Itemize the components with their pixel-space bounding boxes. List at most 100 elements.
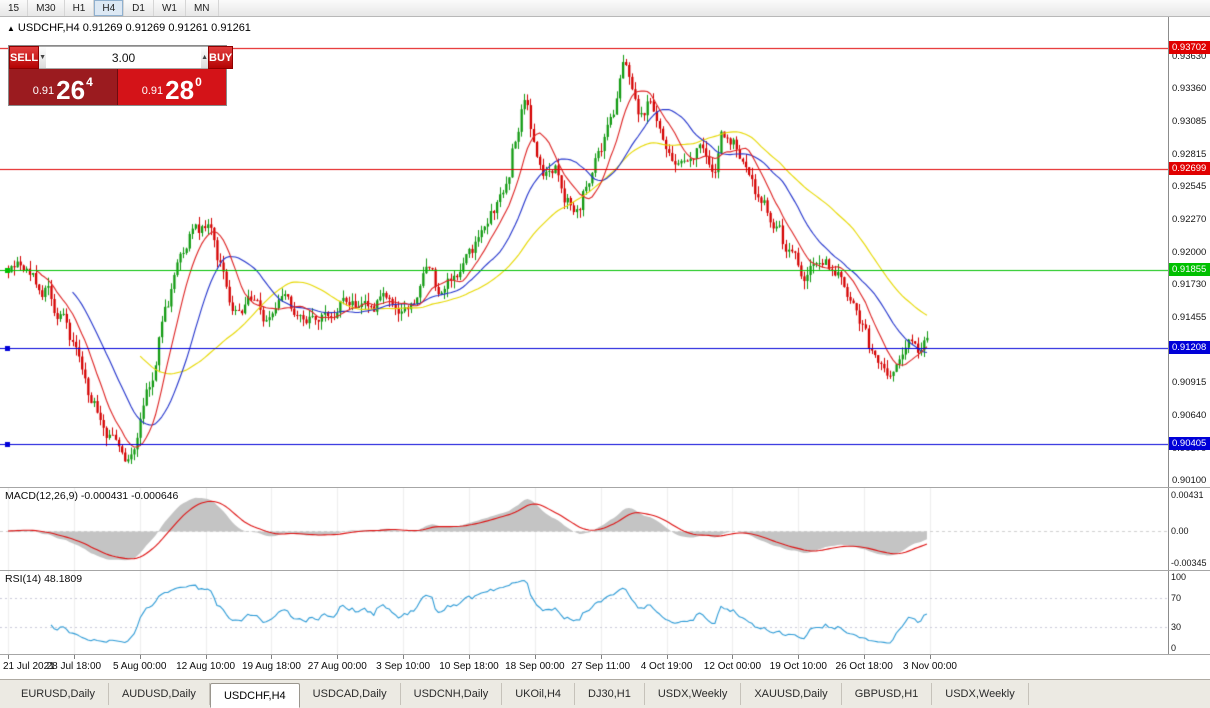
ask-big-digits: 28 <box>165 75 195 105</box>
time-axis-label: 12 Aug 10:00 <box>176 661 236 672</box>
time-axis-label: 12 Oct 00:00 <box>703 661 762 672</box>
chart-tab-ukoil-h4[interactable]: UKOil,H4 <box>502 683 576 705</box>
price-level-badge: 0.90405 <box>1169 437 1210 451</box>
time-axis-tick <box>74 655 75 659</box>
time-axis-label: 21 Jul 2021 <box>3 661 55 672</box>
chart-tab-bar: EURUSD,Daily AUDUSD,Daily USDCHF,H4 USDCAD,… <box>0 679 1210 708</box>
chart-tab-xauusd-daily[interactable]: XAUUSD,Daily <box>741 683 842 705</box>
buy-button[interactable]: BUY <box>208 46 234 69</box>
timeframe-button-15[interactable]: 15 <box>0 0 29 16</box>
bid-prefix: 0.91 <box>32 85 55 97</box>
chart-tab-usdcad-daily[interactable]: USDCAD,Daily <box>300 683 401 705</box>
time-axis-label: 27 Sep 11:00 <box>571 661 631 672</box>
symbol-arrow-icon: ▲ <box>7 24 15 33</box>
time-axis-tick <box>667 655 668 659</box>
time-axis-tick <box>601 655 602 659</box>
lot-increase-button[interactable]: ▲ <box>201 46 208 69</box>
time-axis-label: 28 Jul 18:00 <box>46 661 102 672</box>
price-axis-tick: 0.93085 <box>1172 116 1207 128</box>
time-axis-tick <box>732 655 733 659</box>
time-axis-label: 18 Sep 00:00 <box>505 661 565 672</box>
timeframe-button-h4[interactable]: H4 <box>94 0 125 16</box>
ask-pip-digit: 0 <box>195 75 202 89</box>
trade-controls-row: SELL ▼ ▲ BUY <box>9 46 234 69</box>
chart-tab-usdx-weekly[interactable]: USDX,Weekly <box>932 683 1029 705</box>
price-axis-tick: 0.92815 <box>1172 148 1207 160</box>
rsi-axis-tick: 0 <box>1171 643 1177 653</box>
time-axis-tick <box>930 655 931 659</box>
macd-axis-tick: -0.00345 <box>1171 558 1207 569</box>
bid-pip-digit: 4 <box>86 75 93 89</box>
rsi-indicator-label: RSI(14) 48.1809 <box>5 573 83 585</box>
lot-decrease-button[interactable]: ▼ <box>39 46 47 69</box>
rsi-axis-tick: 30 <box>1171 622 1182 633</box>
chart-title: ▲ USDCHF,H4 0.91269 0.91269 0.91261 0.912… <box>7 22 251 34</box>
panel-separator <box>0 487 1210 488</box>
time-axis-label: 19 Oct 10:00 <box>769 661 827 672</box>
price-axis-tick: 0.92000 <box>1172 246 1207 258</box>
rsi-canvas[interactable] <box>0 571 1168 654</box>
price-axis-tick: 0.92545 <box>1172 181 1207 193</box>
time-axis-tick <box>337 655 338 659</box>
price-axis-tick: 0.91730 <box>1172 279 1207 291</box>
price-axis: 0.93630 0.93360 0.93085 0.92815 0.92545 0.922… <box>1168 17 1210 487</box>
chart-tab-eurusd-daily[interactable]: EURUSD,Daily <box>8 683 109 705</box>
time-axis: 21 Jul 2021 28 Jul 18:00 5 Aug 00:00 12 Aug… <box>0 655 1210 679</box>
chart-title-text: USDCHF,H4 0.91269 0.91269 0.91261 0.9126… <box>17 22 251 34</box>
time-axis-tick <box>206 655 207 659</box>
chart-tab-gbpusd-h1[interactable]: GBPUSD,H1 <box>842 683 933 705</box>
time-axis-label: 19 Aug 18:00 <box>241 661 301 672</box>
time-axis-tick <box>403 655 404 659</box>
ask-prefix: 0.91 <box>141 85 164 97</box>
chart-tab-usdx-weekly[interactable]: USDX,Weekly <box>645 683 742 705</box>
bid-price[interactable]: 0.91 26 4 <box>9 69 118 105</box>
time-axis-tick <box>798 655 799 659</box>
macd-indicator-label: MACD(12,26,9) -0.000431 -0.000646 <box>5 490 179 502</box>
price-axis-tick: 0.92270 <box>1172 214 1207 226</box>
price-level-badge: 0.93702 <box>1169 41 1210 55</box>
time-axis-label: 10 Sep 18:00 <box>439 661 499 672</box>
price-axis-tick: 0.91455 <box>1172 312 1207 324</box>
price-axis-tick: 0.93630 <box>1172 51 1207 62</box>
time-axis-tick <box>140 655 141 659</box>
timeframe-toolbar: 15 M30 H1 H4 D1 W1 MN <box>0 0 1210 17</box>
rsi-axis: 100 70 30 0 <box>1168 571 1210 654</box>
panel-separator <box>0 654 1210 655</box>
price-axis-tick: 0.90640 <box>1172 410 1207 422</box>
chart-tab-usdchf-h4[interactable]: USDCHF,H4 <box>209 683 300 708</box>
lot-size-input[interactable] <box>46 46 202 69</box>
time-axis-label: 4 Oct 19:00 <box>640 661 693 672</box>
chart-tab-audusd-daily[interactable]: AUDUSD,Daily <box>109 683 210 705</box>
timeframe-button-h1[interactable]: H1 <box>65 0 95 16</box>
macd-axis: 0.00431 0.00 -0.00345 <box>1168 488 1210 570</box>
macd-axis-tick: 0.00 <box>1171 525 1189 536</box>
timeframe-button-d1[interactable]: D1 <box>124 0 154 16</box>
timeframe-button-w1[interactable]: W1 <box>154 0 186 16</box>
price-axis-tick: 0.90100 <box>1172 475 1207 486</box>
time-axis-tick <box>535 655 536 659</box>
time-axis-tick <box>8 655 9 659</box>
ask-price[interactable]: 0.91 28 0 <box>117 69 226 105</box>
one-click-trading-panel: SELL ▼ ▲ BUY 0.91 26 4 0.91 28 0 <box>8 45 234 106</box>
chart-tab-dj30-h1[interactable]: DJ30,H1 <box>575 683 645 705</box>
macd-axis-tick: 0.00431 <box>1171 490 1204 500</box>
time-axis-label: 3 Sep 10:00 <box>376 661 431 672</box>
quote-row: 0.91 26 4 0.91 28 0 <box>9 69 226 105</box>
sell-button[interactable]: SELL <box>9 46 40 69</box>
time-axis-label: 5 Aug 00:00 <box>113 661 167 672</box>
bid-big-digits: 26 <box>56 75 86 105</box>
price-level-badge: 0.91855 <box>1169 263 1210 277</box>
timeframe-button-m30[interactable]: M30 <box>28 0 65 16</box>
chart-tab-usdcnh-daily[interactable]: USDCNH,Daily <box>401 683 503 705</box>
time-axis-tick <box>469 655 470 659</box>
panel-separator <box>0 570 1210 571</box>
time-axis-label: 27 Aug 00:00 <box>307 661 367 672</box>
rsi-axis-tick: 100 <box>1171 572 1187 582</box>
price-axis-tick: 0.90915 <box>1172 377 1207 389</box>
time-axis-tick <box>271 655 272 659</box>
timeframe-button-mn[interactable]: MN <box>186 0 219 16</box>
price-axis-tick: 0.93360 <box>1172 83 1207 95</box>
macd-canvas[interactable] <box>0 488 1168 570</box>
time-axis-label: 26 Oct 18:00 <box>835 661 893 672</box>
